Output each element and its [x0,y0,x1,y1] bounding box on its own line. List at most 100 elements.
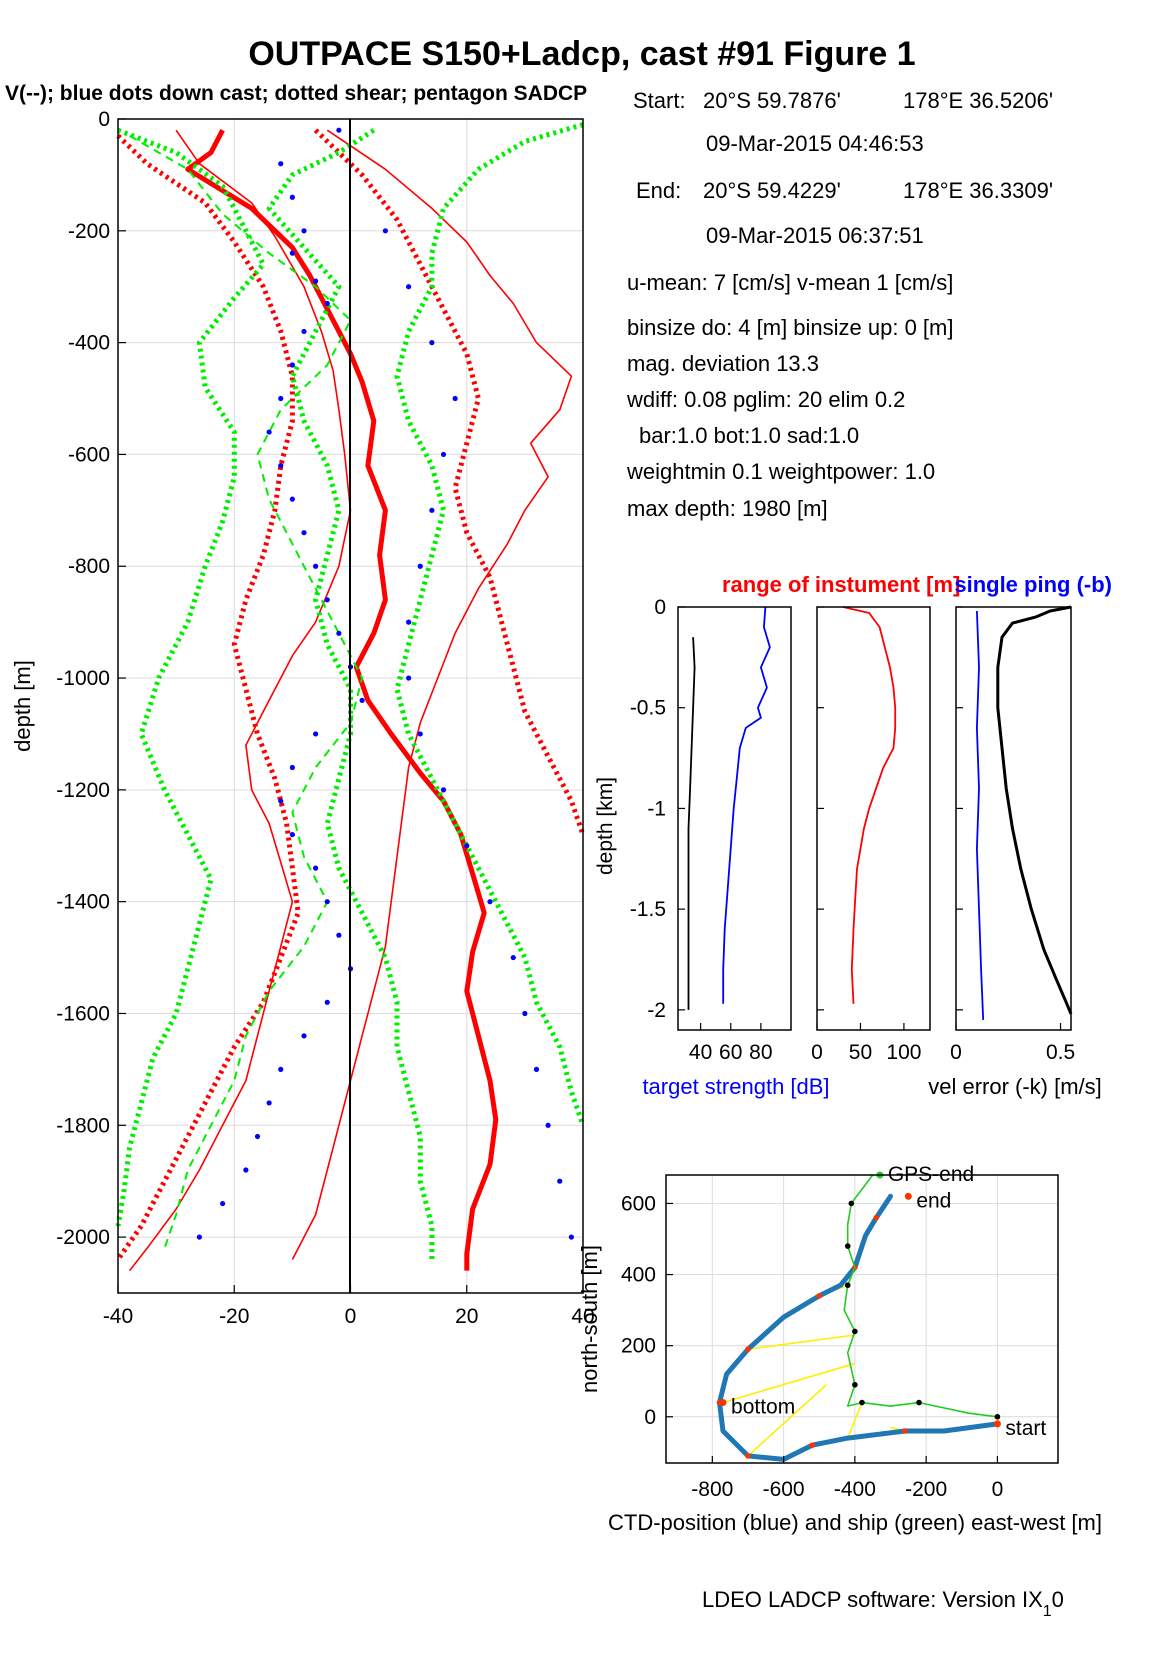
down-cast-dot [336,932,342,938]
pos-connector [847,1402,863,1439]
down-cast-dot [487,899,493,905]
down-cast-dot [289,362,295,368]
position-plot-frame [665,1174,1059,1464]
info-weight: weightmin 0.1 weightpower: 1.0 [626,459,935,484]
p1-y-tick-label: -0.5 [630,697,666,720]
down-cast-dot [568,1234,574,1240]
down-cast-dot [429,340,435,346]
main-x-tick-label: 20 [455,1305,478,1328]
down-cast-dot [301,1033,307,1039]
main-y-tick-label: -2000 [56,1226,110,1249]
pos-track-marker [873,1214,880,1221]
pos-track-marker [852,1328,858,1335]
down-cast-dot [254,1133,261,1140]
figure-title: OUTPACE S150+Ladcp, cast #91 Figure 1 [248,35,915,73]
main-series-line-1 [128,129,352,1272]
down-cast-dot [336,127,342,133]
info-start-lon: 178°E 36.5206' [903,88,1053,113]
main-series-line-8 [129,134,364,1249]
info-wdiff: wdiff: 0.08 pglim: 20 elim 0.2 [626,387,905,412]
pos-track-marker [745,1346,751,1353]
p1-x-tick-label: 60 [719,1041,742,1064]
footer-version-end: 0 [1052,1587,1064,1612]
p2-area [817,607,930,1030]
pos-track-marker [745,1453,751,1459]
pos-label-end: end [916,1189,951,1212]
down-cast-dot [313,731,319,737]
info-means: u-mean: 7 [cm/s] v-mean 1 [cm/s] [627,270,953,295]
pos-connector [722,1362,856,1404]
main-y-tick-label: -1200 [56,779,110,802]
p2-x-tick-label: 100 [886,1041,921,1064]
down-cast-dot [429,507,435,513]
main-series-line-6 [266,128,435,1260]
info-end-time: 09-Mar-2015 06:37:51 [706,223,924,248]
pos-x-tick-label: -600 [763,1478,805,1501]
main-series-line-0 [185,129,499,1271]
info-start-label: Start: [633,88,686,113]
main-y-tick-label: -1000 [56,667,110,690]
pos-track-1 [843,1174,999,1418]
down-cast-dot [278,161,284,167]
down-cast-dot [522,1010,528,1017]
p3-series-1 [996,605,1073,1015]
footer-version-sub: 1 [1043,1603,1052,1620]
pos-x-tick-label: 0 [992,1478,1004,1501]
main-x-tick-label: -20 [219,1305,249,1328]
footer: LDEO LADCP software: Version IX10 [702,1587,1064,1620]
cast-info-block: Start: 20°S 59.7876' 178°E 36.5206' 09-M… [626,88,1053,521]
down-cast-dot [289,194,295,200]
down-cast-dot [324,597,330,603]
p2-series-0 [842,606,897,1004]
info-binsize: binsize do: 4 [m] binsize up: 0 [m] [627,315,954,340]
main-series-line-2 [291,129,573,1260]
main-panel-title: V(--); blue dots down cast; dotted shear… [5,82,587,105]
pos-track-marker [901,1428,908,1434]
p1-y-tick-label: -1 [647,797,666,820]
target-strength-panel: 40 60 80 0 -0.5 -1 -1.5 -2 [630,596,792,1064]
down-cast-dot [406,619,412,625]
down-cast-dot [464,843,470,849]
info-end-label: End: [636,178,681,203]
pos-track-0 [717,1193,1000,1462]
pos-x-tick-label: -400 [834,1478,876,1501]
p3-x-tick-label: 0.5 [1046,1041,1075,1064]
pos-track-marker [816,1293,823,1299]
pos-x-tick-label: -200 [905,1478,947,1501]
instrument-panels: range of instument [m] single ping (-b) … [594,572,1112,1099]
pos-label-marker [904,1192,912,1200]
down-cast-dot [406,675,412,681]
pos-track-marker [848,1200,855,1207]
info-start-lat: 20°S 59.7876' [703,88,841,113]
pos-label-marker [993,1420,1001,1428]
down-cast-dot [452,395,458,402]
p1-series-0 [687,637,696,1010]
down-cast-dot [313,563,319,569]
single-ping-title: single ping (-b) [954,572,1112,597]
main-y-tick-label: -1400 [56,891,110,914]
position-ylabel: north-south [m] [577,1245,602,1393]
down-cast-dot [382,228,388,234]
pos-track-marker [994,1413,1001,1420]
info-end-lon: 178°E 36.3309' [903,178,1053,203]
p1-y-tick-label: -1.5 [630,898,666,921]
p1-x-tick-label: 40 [689,1041,712,1064]
p3-frame [955,606,1072,1031]
pos-label-bottom: bottom [731,1396,795,1419]
vel-error-label: vel error (-k) [m/s] [928,1074,1102,1099]
main-y-tick-label: -1800 [56,1114,110,1137]
p1-y-tick-label: 0 [654,596,666,619]
down-cast-dot [289,250,295,256]
pos-y-tick-label: 0 [644,1406,656,1429]
down-cast-dot [289,831,295,838]
p3-series-0 [976,610,985,1020]
down-cast-dot [289,764,295,771]
main-ticks: -40 -20 0 20 400-200-400-600-800-1000-1200-1… [56,108,594,1328]
down-cast-dot [336,630,342,636]
down-cast-dot [266,429,272,435]
position-ticks: -800 -600 -400 -200 0 0 200 400 600 [621,1192,1003,1501]
p1-series-1 [722,606,771,1004]
info-mag-deviation: mag. deviation 13.3 [627,351,819,376]
p1-frame [677,606,792,1031]
